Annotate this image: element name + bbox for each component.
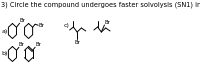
Text: Br: Br <box>74 40 80 45</box>
Text: 3) Circle the compound undergoes faster solvolysis (SN1) in ethanol.: 3) Circle the compound undergoes faster … <box>1 2 200 9</box>
Text: Br: Br <box>20 18 25 23</box>
Text: b): b) <box>1 51 8 56</box>
Text: Br: Br <box>19 42 25 47</box>
Text: Br: Br <box>35 42 41 47</box>
Text: Br: Br <box>104 20 110 25</box>
Text: a): a) <box>1 28 7 33</box>
Text: Br: Br <box>38 23 44 28</box>
Text: c): c) <box>64 23 70 28</box>
